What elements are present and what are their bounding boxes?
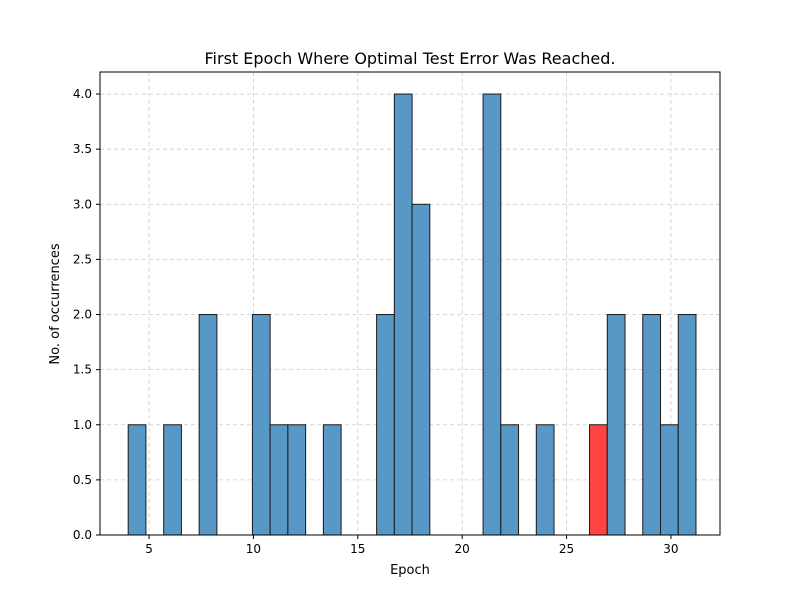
x-axis-ticks: 5 10 15 20 25 30 [145,535,679,556]
x-tick-label: 30 [663,542,678,556]
histogram-bar [677,314,697,536]
y-tick-label: 1.5 [73,363,92,377]
histogram-bar [198,314,218,536]
y-tick-label: 2.5 [73,252,92,266]
histogram-bar [251,314,271,536]
x-tick-label: 15 [350,542,365,556]
histogram-bar [127,424,147,536]
chart-title: First Epoch Where Optimal Test Error Was… [205,49,616,68]
y-axis-label: No. of occurrences [48,243,63,364]
x-axis-label: Epoch [390,563,430,578]
plot-frame [99,71,721,536]
bars [127,93,697,536]
histogram-bar [322,424,342,536]
x-tick-label: 20 [455,542,470,556]
histogram-bar [535,424,555,536]
histogram-bar [642,314,662,536]
histogram-bar [660,424,679,536]
histogram-bar [376,314,395,536]
histogram-bar [393,93,413,536]
histogram-bar [269,424,289,536]
y-tick-label: 0.5 [73,473,92,487]
x-tick-label: 10 [246,542,261,556]
histogram-bar [287,424,307,536]
y-tick-label: 0.0 [73,528,92,542]
histogram-bar [411,203,431,536]
x-tick-label: 25 [559,542,574,556]
histogram-bar [163,424,182,536]
y-axis-ticks: 0.0 0.5 1.0 1.5 2.0 2.5 3.0 3.5 4.0 [73,87,100,542]
y-tick-label: 3.5 [73,142,92,156]
y-tick-label: 4.0 [73,87,92,101]
x-tick-label: 5 [145,542,153,556]
histogram-bar [500,424,520,536]
y-tick-label: 2.0 [73,308,92,322]
y-tick-label: 3.0 [73,197,92,211]
y-tick-label: 1.0 [73,418,92,432]
histogram-bar [482,93,502,536]
histogram-bar-highlighted [589,424,608,536]
histogram-bar [606,314,626,536]
